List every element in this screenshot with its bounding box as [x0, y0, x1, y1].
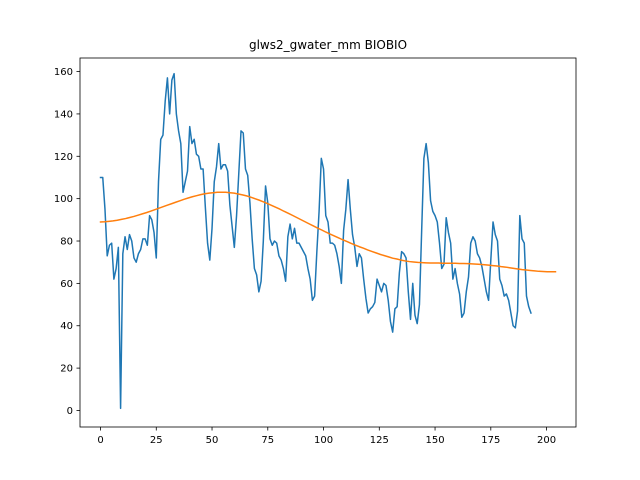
- y-tick-label: 140: [54, 109, 73, 120]
- chart-title: glws2_gwater_mm BIOBIO: [249, 38, 407, 52]
- y-tick-label: 40: [60, 321, 73, 332]
- x-tick-label: 200: [537, 435, 556, 446]
- x-tick-label: 150: [426, 435, 445, 446]
- x-tick-label: 100: [314, 435, 333, 446]
- y-tick-label: 20: [60, 364, 73, 375]
- y-tick-label: 160: [54, 67, 73, 78]
- x-tick-label: 0: [97, 435, 103, 446]
- y-tick-label: 100: [54, 194, 73, 205]
- x-tick-label: 50: [206, 435, 219, 446]
- y-tick-label: 80: [60, 237, 73, 248]
- axes: 0 25 50 75 100 125 150 175 200 0 20 40 60 80 100 120 140…: [54, 57, 577, 446]
- x-tick-label: 75: [261, 435, 274, 446]
- y-tick-label: 60: [60, 279, 73, 290]
- x-tick-label: 125: [370, 435, 389, 446]
- x-tick-label: 25: [150, 435, 163, 446]
- axes-frame: [79, 57, 577, 428]
- x-tick-label: 175: [481, 435, 500, 446]
- series-line-2: [99, 191, 557, 273]
- y-tick-label: 120: [54, 152, 73, 163]
- series-line-1: [99, 72, 532, 410]
- plot-area: [99, 72, 557, 410]
- y-tick-label: 0: [67, 406, 73, 417]
